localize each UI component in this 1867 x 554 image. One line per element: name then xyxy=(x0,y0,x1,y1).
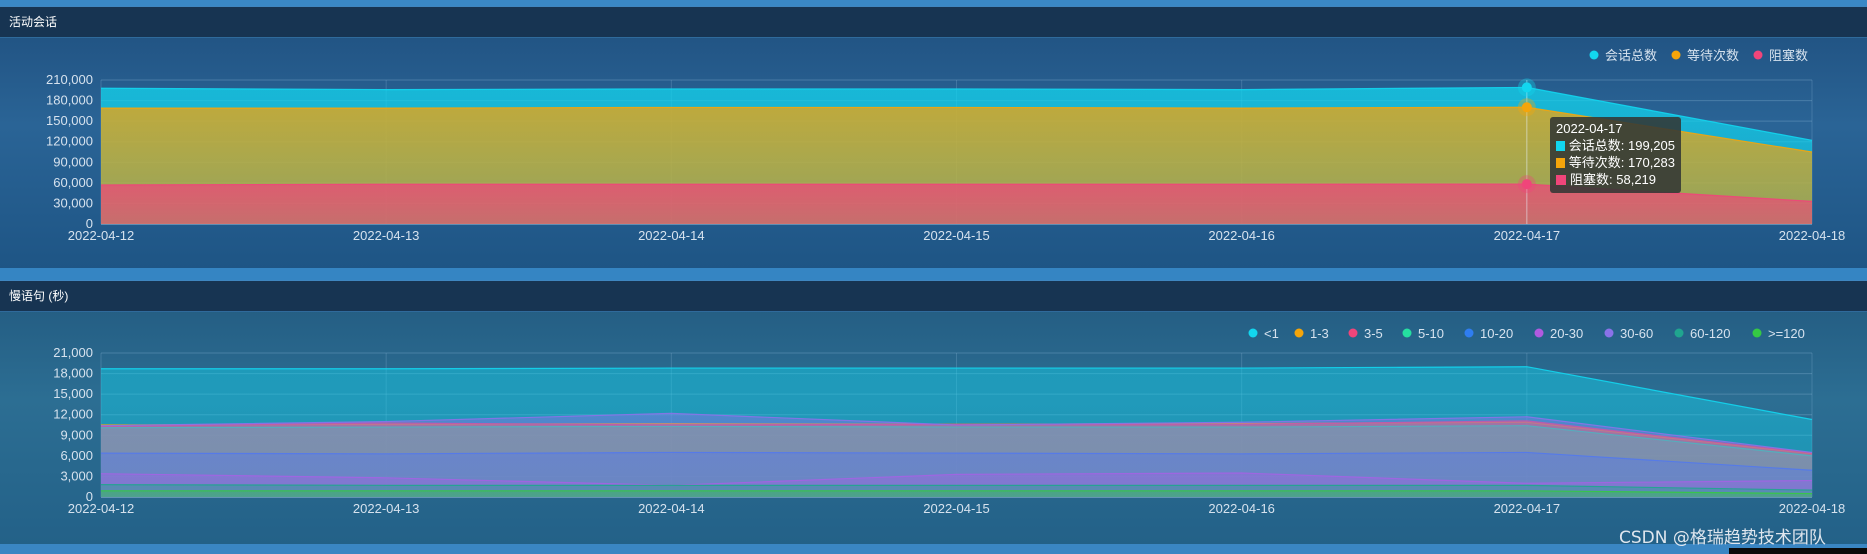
x-tick-label: 2022-04-18 xyxy=(1779,501,1846,516)
y-tick-label: 0 xyxy=(86,489,93,504)
y-tick-label: 60,000 xyxy=(53,175,93,190)
line-<1 xyxy=(101,366,1813,421)
legend-item[interactable]: >=120 xyxy=(1768,326,1805,341)
legend-marker xyxy=(1464,328,1474,338)
tooltip-value: 199,205 xyxy=(1628,138,1675,153)
legend-item[interactable]: 60-120 xyxy=(1690,326,1730,341)
tooltip-swatch xyxy=(1556,140,1565,151)
area-阻塞数 xyxy=(101,184,1812,224)
x-tick-label: 2022-04-15 xyxy=(923,228,990,243)
line->=120 xyxy=(101,490,1813,495)
hover-point[interactable] xyxy=(1521,102,1532,113)
line-30-60 xyxy=(100,412,1813,454)
legend-item[interactable]: <1 xyxy=(1264,326,1279,341)
taskbar-fragment xyxy=(1729,548,1867,554)
tooltip-swatch xyxy=(1556,174,1566,185)
y-tick-label: 150,000 xyxy=(46,113,93,128)
legend-marker xyxy=(1674,328,1684,338)
x-tick-label: 2022-04-17 xyxy=(1494,228,1561,243)
y-tick-label: 0 xyxy=(86,216,93,231)
legend-item[interactable]: 20-30 xyxy=(1550,326,1583,341)
x-tick-label: 2022-04-12 xyxy=(68,501,135,516)
panel-title: 慢语句 (秒) xyxy=(9,289,69,303)
legend-item[interactable]: 等待次数 xyxy=(1687,48,1739,63)
tooltip-colon: : xyxy=(1620,155,1628,170)
watermark: CSDN @格瑞趋势技术团队 xyxy=(1619,528,1826,548)
bottom-strip xyxy=(0,544,1867,554)
y-tick-label: 6,000 xyxy=(60,448,93,463)
legend-marker xyxy=(1534,328,1544,338)
y-tick-label: 21,000 xyxy=(53,345,93,360)
legend-marker xyxy=(1753,50,1763,60)
area-30-60 xyxy=(101,413,1812,497)
x-tick-label: 2022-04-16 xyxy=(1208,228,1275,243)
y-tick-label: 12,000 xyxy=(53,407,93,422)
x-tick-label: 2022-04-17 xyxy=(1494,501,1561,516)
x-tick-label: 2022-04-13 xyxy=(353,501,420,516)
legend-marker xyxy=(1402,328,1412,338)
legend-marker xyxy=(1348,328,1358,338)
tooltip-date-text: 2022-04-17 xyxy=(1556,121,1623,136)
x-tick-label: 2022-04-14 xyxy=(638,228,705,243)
y-tick-label: 210,000 xyxy=(46,72,93,87)
y-tick-label: 15,000 xyxy=(53,386,93,401)
active-sessions-panel: 活动会话 0 30,000 60,000 90,000 120,000 150,000 18… xyxy=(0,6,1867,269)
tooltip-colon: : xyxy=(1609,172,1617,187)
y-tick-label: 30,000 xyxy=(53,195,93,210)
legend-marker xyxy=(1589,50,1599,60)
panel-gap xyxy=(0,268,1867,280)
y-tick-label: 9,000 xyxy=(60,427,93,442)
y-tick-label: 90,000 xyxy=(53,154,93,169)
tooltip-label: 等待次数 xyxy=(1568,155,1621,170)
tooltip-label: 会话总数 xyxy=(1568,138,1621,153)
tooltip-swatch xyxy=(1556,157,1565,168)
x-tick-label: 2022-04-15 xyxy=(923,501,990,516)
y-tick-label: 18,000 xyxy=(53,366,93,381)
legend-marker xyxy=(1604,328,1614,338)
legend-item[interactable]: 5-10 xyxy=(1418,326,1444,341)
hover-point[interactable] xyxy=(1521,82,1532,93)
x-tick-label: 2022-04-14 xyxy=(638,501,705,516)
legend-item[interactable]: 30-60 xyxy=(1620,326,1653,341)
tooltip-row: 阻塞数: 58,219 xyxy=(1556,171,1675,188)
tooltip-label: 阻塞数 xyxy=(1570,172,1610,187)
y-tick-label: 120,000 xyxy=(46,134,93,149)
panel-header: 活动会话 xyxy=(0,7,1867,38)
line-60-120 xyxy=(100,484,1813,491)
x-tick-label: 2022-04-18 xyxy=(1779,228,1846,243)
legend-item[interactable]: 会话总数 xyxy=(1605,48,1657,63)
tooltip-row: 等待次数: 170,283 xyxy=(1556,154,1675,171)
y-tick-label: 180,000 xyxy=(46,93,93,108)
legend-item[interactable]: 阻塞数 xyxy=(1769,48,1808,63)
legend-marker xyxy=(1248,328,1258,338)
y-tick-label: 3,000 xyxy=(60,468,93,483)
x-tick-label: 2022-04-16 xyxy=(1208,501,1275,516)
active-sessions-chart[interactable]: 0 30,000 60,000 90,000 120,000 150,000 180,000… xyxy=(0,7,1867,269)
legend-item[interactable]: 10-20 xyxy=(1480,326,1513,341)
panel-title: 活动会话 xyxy=(9,15,58,29)
hover-point[interactable] xyxy=(1521,179,1532,190)
tooltip-row: 会话总数: 199,205 xyxy=(1556,137,1675,154)
top-strip xyxy=(0,0,1867,6)
tooltip-colon: : xyxy=(1620,138,1628,153)
slow-queries-chart[interactable]: 0 3,000 6,000 9,000 12,000 15,000 18,000 21,000… xyxy=(0,281,1867,545)
legend-item[interactable]: 1-3 xyxy=(1310,326,1329,341)
x-tick-label: 2022-04-12 xyxy=(68,228,135,243)
tooltip-value: 170,283 xyxy=(1628,155,1675,170)
legend-item[interactable]: 3-5 xyxy=(1364,326,1383,341)
chart-tooltip: 2022-04-17 会话总数: 199,205 等待次数: 170,283 阻… xyxy=(1550,117,1681,193)
tooltip-date: 2022-04-17 xyxy=(1556,120,1675,137)
area->=120 xyxy=(101,490,1812,497)
panel-header: 慢语句 (秒) xyxy=(0,281,1867,312)
tooltip-value: 58,219 xyxy=(1616,172,1657,187)
legend-marker xyxy=(1752,328,1762,338)
slow-queries-panel: 慢语句 (秒) 0 3,000 6,000 9,000 12,000 15,000 18,0… xyxy=(0,280,1867,545)
legend-marker xyxy=(1294,328,1304,338)
x-tick-label: 2022-04-13 xyxy=(353,228,420,243)
legend-marker xyxy=(1671,50,1681,60)
